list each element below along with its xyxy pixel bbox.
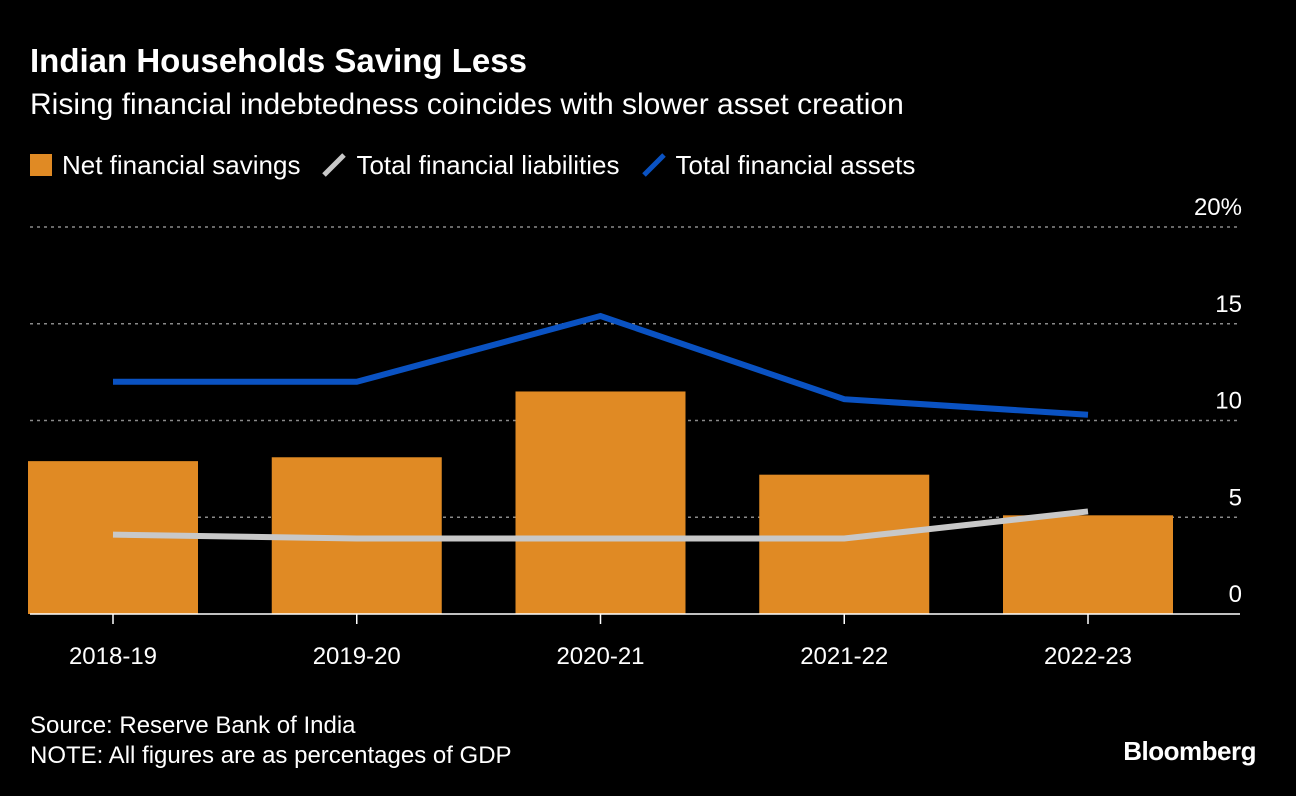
bar-net-financial-savings (515, 391, 686, 614)
y-tick-label: 15 (1215, 291, 1242, 318)
source-note: Source: Reserve Bank of India (30, 712, 356, 739)
line-total-financial-assets (113, 312, 1089, 418)
x-tick-label: 2018-19 (69, 643, 157, 670)
line-total-financial-liabilities (112, 508, 1089, 542)
legend-label-net-financial-savings: Net financial savings (62, 149, 301, 180)
legend-item-net-financial-savings: Net financial savings (30, 150, 300, 181)
legend-item-total-financial-liabilities: Total financial liabilities (320, 149, 620, 181)
chart-title: Indian Households Saving Less (30, 42, 527, 79)
bar-net-financial-savings (759, 474, 930, 614)
x-tick-label: 2021-22 (800, 643, 888, 670)
chart-subtitle: Rising financial indebtedness coincides … (30, 88, 904, 121)
bloomberg-logo: Bloomberg (1123, 736, 1256, 766)
y-tick-label: 20% (1194, 194, 1242, 221)
legend-swatch-total-financial-assets (641, 153, 666, 177)
y-tick-label: 10 (1215, 388, 1242, 415)
y-tick-label: 0 (1229, 581, 1242, 608)
y-tick-label: 5 (1229, 484, 1242, 511)
legend-item-total-financial-assets: Total financial assets (640, 149, 916, 181)
x-tick-label: 2022-23 (1044, 643, 1132, 670)
footnote: NOTE: All figures are as percentages of … (30, 742, 512, 769)
chart-legend: Net financial savings Total financial li… (30, 148, 935, 182)
x-tick-label: 2020-21 (556, 643, 644, 670)
legend-label-total-financial-liabilities: Total financial liabilities (356, 149, 620, 180)
legend-label-total-financial-assets: Total financial assets (675, 149, 916, 180)
legend-swatch-net-financial-savings (30, 154, 52, 176)
legend-swatch-total-financial-liabilities (322, 153, 347, 177)
x-tick-label: 2019-20 (313, 643, 401, 670)
bar-net-financial-savings (1003, 515, 1173, 614)
